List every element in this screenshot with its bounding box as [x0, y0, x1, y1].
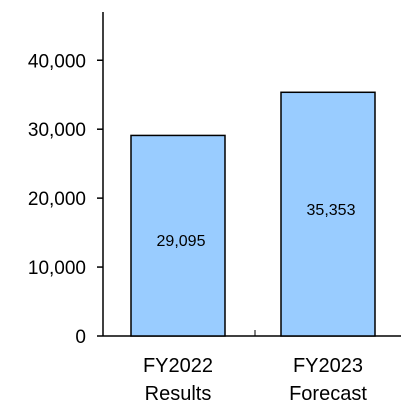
bar-value-label: 35,353	[307, 202, 356, 219]
y-tick-label: 30,000	[28, 120, 86, 141]
y-tick-label: 20,000	[28, 189, 86, 210]
labels: 0 10,000 20,000 30,000 40,000 29,095 FY2022 Res…	[28, 51, 367, 405]
bar-value-label: 29,095	[157, 233, 206, 250]
y-tick-label: 40,000	[28, 51, 86, 72]
x-category-sublabel: Results	[145, 383, 212, 405]
bars	[130, 91, 376, 337]
x-category-label: FY2023	[293, 355, 363, 377]
y-tick-label: 10,000	[28, 258, 86, 279]
bar	[130, 134, 226, 337]
bar	[280, 91, 376, 337]
x-category-sublabel: Forecast	[289, 383, 367, 405]
x-category-label: FY2022	[143, 355, 213, 377]
y-tick-label: 0	[75, 327, 86, 348]
